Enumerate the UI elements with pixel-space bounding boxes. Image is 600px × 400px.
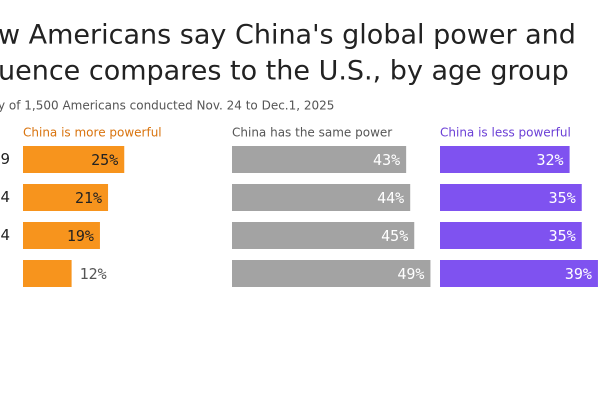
chart-title: w Americans say China's global power and: [0, 20, 576, 51]
category-label: 64: [0, 226, 10, 244]
bar: [440, 222, 582, 249]
bar: [440, 146, 570, 173]
bar: [232, 146, 407, 173]
bar: [232, 260, 431, 287]
legend-label: China has the same power: [232, 126, 392, 140]
value-label: 43%: [373, 151, 400, 169]
legend-label: China is less powerful: [440, 126, 571, 140]
bar: [232, 222, 415, 249]
value-label: 12%: [80, 265, 107, 283]
value-label: 45%: [381, 227, 408, 245]
category-label: 44: [0, 188, 10, 206]
chart-title: uence compares to the U.S., by age group: [0, 56, 569, 87]
category-label: 9: [0, 150, 10, 168]
legend-label: China is more powerful: [23, 126, 162, 140]
bar: [23, 184, 109, 211]
value-label: 19%: [67, 227, 94, 245]
value-label: 39%: [565, 265, 592, 283]
value-label: 44%: [377, 189, 404, 207]
bar: [23, 260, 72, 287]
bar: [440, 260, 598, 287]
value-label: 35%: [549, 189, 576, 207]
value-label: 35%: [549, 227, 576, 245]
bar: [232, 184, 411, 211]
value-label: 32%: [537, 151, 564, 169]
bar: [23, 222, 100, 249]
value-label: 21%: [75, 189, 102, 207]
subtitle: y of 1,500 Americans conducted Nov. 24 t…: [0, 99, 334, 113]
value-label: 25%: [91, 151, 118, 169]
bar: [23, 146, 125, 173]
bar: [440, 184, 582, 211]
value-label: 49%: [397, 265, 424, 283]
